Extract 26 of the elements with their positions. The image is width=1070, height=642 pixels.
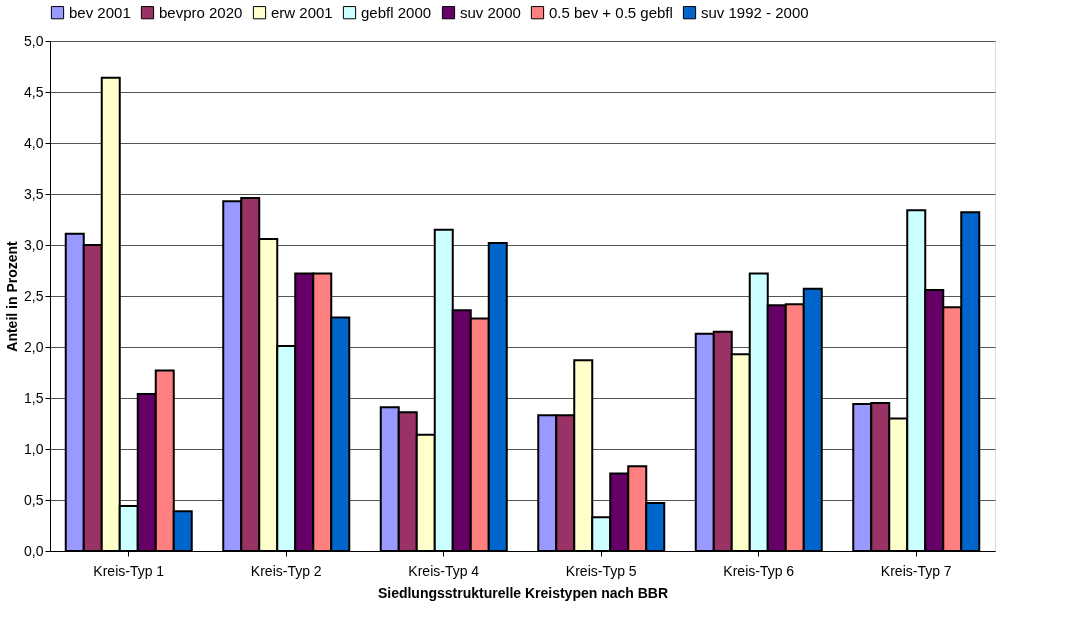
y-tick-label: 4,0 [24, 134, 44, 151]
legend-label: erw 2001 [271, 3, 333, 21]
y-tick-label: 0,0 [24, 542, 44, 559]
legend-label: bev 2001 [69, 3, 131, 21]
y-tick-label: 5,0 [24, 32, 44, 49]
x-tick-label: Kreis-Typ 2 [250, 562, 322, 579]
legend-label: suv 2000 [460, 3, 521, 21]
y-axis-title: Anteil in Prozent [4, 240, 21, 352]
y-tick-label: 3,0 [24, 236, 44, 253]
legend-label: 0.5 bev + 0.5 gebfl [549, 3, 673, 21]
x-tick-label: Kreis-Typ 4 [408, 562, 480, 579]
legend-label: gebfl 2000 [361, 3, 432, 21]
legend-label: suv 1992 - 2000 [701, 3, 809, 21]
x-tick-label: Kreis-Typ 5 [565, 562, 637, 579]
x-axis-title: Siedlungsstrukturelle Kreistypen nach BBR [377, 584, 669, 601]
y-tick-label: 2,0 [24, 338, 44, 355]
y-tick-label: 1,5 [24, 389, 44, 406]
x-tick-label: Kreis-Typ 6 [723, 562, 795, 579]
y-tick-label: 3,5 [24, 185, 44, 202]
y-tick-label: 0,5 [24, 491, 44, 508]
legend-label: bevpro 2020 [159, 3, 243, 21]
y-tick-label: 4,5 [24, 83, 44, 100]
y-tick-label: 2,5 [24, 287, 44, 304]
x-tick-label: Kreis-Typ 7 [880, 562, 952, 579]
y-tick-label: 1,0 [24, 440, 44, 457]
x-tick-label: Kreis-Typ 1 [93, 562, 165, 579]
